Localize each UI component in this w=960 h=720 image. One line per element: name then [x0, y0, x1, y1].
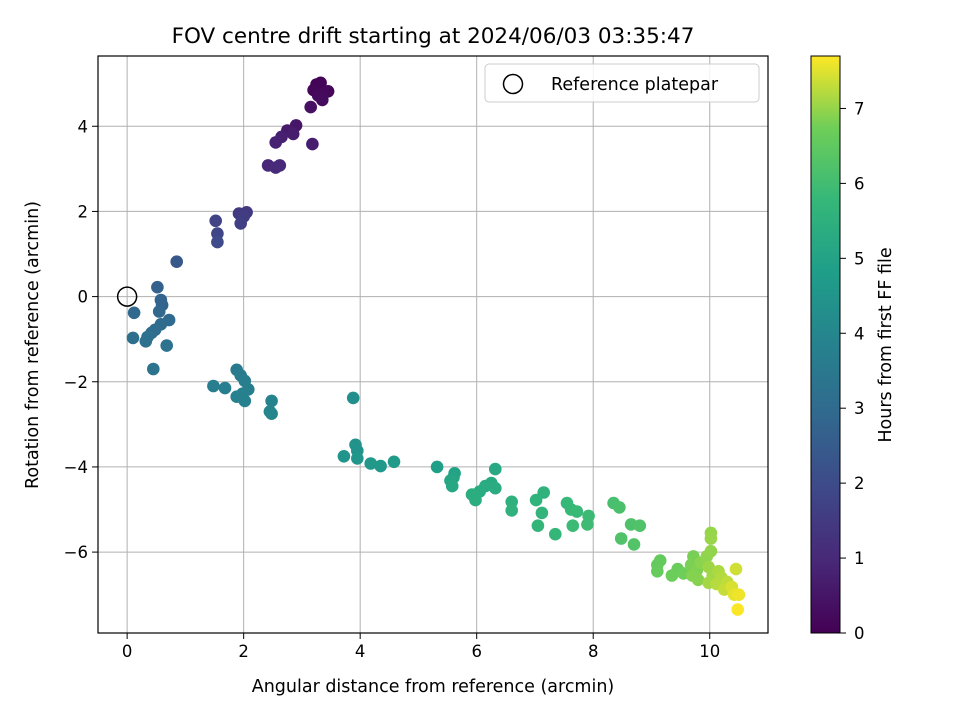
scatter-point [238, 394, 252, 408]
scatter-point [505, 504, 518, 517]
legend: Reference platepar [484, 63, 760, 103]
colorbar-tick-label: 5 [854, 249, 865, 268]
scatter-point [535, 506, 549, 520]
x-tick-label: 10 [699, 642, 720, 661]
scatter-point [346, 391, 360, 405]
scatter-point [211, 235, 224, 249]
x-tick-label: 4 [355, 642, 366, 661]
scatter-point [374, 459, 387, 473]
scatter-point [351, 452, 364, 465]
scatter-point [139, 335, 153, 348]
colorbar-tick-label: 7 [854, 99, 865, 118]
scatter-point [265, 394, 278, 408]
y-tick-label: 2 [78, 202, 89, 221]
scatter-point [704, 532, 718, 545]
scatter-point [529, 493, 543, 507]
scatter-point [147, 362, 160, 376]
colorbar-gradient [810, 55, 841, 634]
colorbar-tick-label: 4 [854, 324, 865, 343]
legend-box [484, 63, 760, 103]
y-tick-label: −2 [64, 373, 88, 392]
x-axis-label: Angular distance from reference (arcmin) [252, 677, 615, 697]
colorbar-tick-label: 6 [854, 174, 865, 193]
scatter-point [160, 339, 173, 352]
points-layer [126, 76, 746, 616]
scatter-point [549, 527, 562, 541]
chart-title: FOV centre drift starting at 2024/06/03 … [172, 24, 695, 49]
y-tick-label: −6 [64, 543, 88, 562]
scatter-point [430, 460, 444, 474]
colorbar-tick-label: 2 [854, 474, 865, 493]
scatter-point [614, 532, 628, 545]
scatter-point [364, 457, 378, 470]
scatter-point [265, 407, 278, 421]
scatter-point [531, 519, 545, 532]
scatter-point [207, 379, 220, 393]
y-tick-label: −4 [64, 458, 88, 477]
scatter-point [732, 588, 746, 601]
y-axis: −6 −4 −2 0 2 4 [64, 117, 98, 562]
scatter-point [469, 493, 482, 507]
scatter-point [570, 505, 584, 518]
plot-frame [97, 55, 769, 634]
legend-label: Reference platepar [551, 75, 719, 95]
scatter-point [613, 501, 626, 514]
x-axis: 0 2 4 6 8 10 [122, 633, 720, 661]
scatter-point [665, 569, 679, 582]
scatter-point [729, 562, 743, 576]
colorbar-tick-label: 1 [854, 549, 865, 568]
colorbar-ticks: 0 1 2 3 4 5 6 7 [840, 99, 865, 643]
scatter-point [286, 127, 300, 141]
scatter-point [704, 544, 718, 558]
scatter-point [218, 381, 232, 395]
y-axis-label: Rotation from reference (arcmin) [23, 201, 43, 489]
scatter-point [152, 305, 166, 318]
scatter-point [234, 217, 247, 230]
x-tick-label: 2 [238, 642, 249, 661]
y-tick-label: 4 [78, 117, 89, 136]
scatter-point [633, 519, 647, 532]
scatter-point [316, 93, 329, 107]
scatter-point [489, 462, 502, 476]
colorbar: 0 1 2 3 4 5 6 7 Hours from first FF file [810, 55, 896, 643]
y-tick-label: 0 [78, 288, 89, 307]
reference-layer [116, 286, 138, 307]
scatter-point [269, 136, 283, 149]
scatter-point [445, 479, 459, 493]
scatter-point [731, 603, 744, 616]
scatter-point [566, 519, 580, 532]
scatter-point [387, 455, 401, 469]
scatter-point [306, 137, 319, 151]
x-tick-label: 0 [122, 642, 133, 661]
scatter-point [126, 331, 140, 345]
scatter-point [489, 481, 502, 495]
scatter-point [209, 214, 222, 228]
scatter-point [691, 573, 705, 587]
scatter-point [581, 518, 594, 531]
scatter-point [337, 450, 351, 463]
grid-layer [98, 56, 768, 633]
legend-marker-icon [502, 73, 524, 95]
x-tick-label: 8 [588, 642, 599, 661]
colorbar-label: Hours from first FF file [876, 247, 896, 442]
colorbar-tick-label: 0 [854, 624, 865, 643]
scatter-point [651, 565, 664, 578]
scatter-point [269, 161, 283, 174]
scatter-point [151, 280, 164, 294]
scatter-point [304, 100, 318, 114]
scatter-point [127, 306, 141, 320]
x-tick-label: 6 [471, 642, 482, 661]
colorbar-tick-label: 3 [854, 399, 865, 418]
reference-point-marker [116, 286, 138, 307]
scatter-point [627, 538, 641, 551]
scatter-point [170, 255, 183, 268]
